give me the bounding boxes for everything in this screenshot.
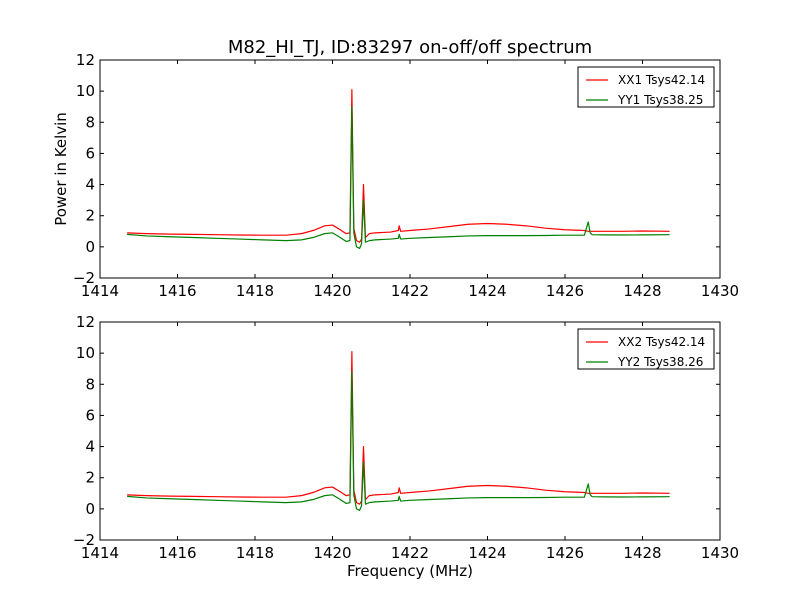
y-tick-label: 10 [76, 82, 95, 100]
x-tick-label: 1424 [468, 544, 506, 562]
y-tick-label: −2 [73, 269, 95, 287]
x-tick-label: 1430 [701, 282, 739, 300]
x-tick-label: 1428 [623, 544, 661, 562]
y-tick-label: 10 [76, 344, 95, 362]
y-tick-label: 2 [85, 469, 95, 487]
series-line-xx [127, 88, 670, 243]
x-tick-label: 1428 [623, 282, 661, 300]
y-tick-label: 6 [85, 144, 95, 162]
y-tick-label: 12 [76, 313, 95, 331]
x-tick-label: 1426 [546, 544, 584, 562]
y-axis-label: Power in Kelvin [52, 112, 70, 226]
x-tick-label: 1418 [236, 282, 274, 300]
series-line-xx [127, 350, 670, 505]
y-tick-label: 6 [85, 406, 95, 424]
y-tick-label: 0 [85, 500, 95, 518]
x-tick-label: 1420 [313, 282, 351, 300]
x-tick-label: 1414 [81, 282, 119, 300]
y-tick-label: 4 [85, 438, 95, 456]
x-tick-label: 1416 [158, 544, 196, 562]
series-line-yy [127, 371, 670, 512]
x-tick-label: 1416 [158, 282, 196, 300]
legend-label: YY2 Tsys38.26 [617, 355, 703, 369]
y-tick-label: 12 [76, 51, 95, 69]
bottom-panel: 1414 1416 1418 1420 1422 1424 1426 1428 1430 −2 0 2… [73, 313, 739, 562]
legend-label: YY1 Tsys38.25 [617, 93, 703, 107]
x-tick-label: 1424 [468, 282, 506, 300]
x-tick-label: 1430 [701, 544, 739, 562]
y-tick-label: 0 [85, 238, 95, 256]
x-tick-label: 1418 [236, 544, 274, 562]
top-panel: 1414 1416 1418 1420 1422 1424 1426 1428 1430 −2 0 2… [73, 51, 739, 300]
chart-title: M82_HI_TJ, ID:83297 on-off/off spectrum [228, 37, 592, 58]
x-tick-label: 1426 [546, 282, 584, 300]
legend: XX2 Tsys42.14 YY2 Tsys38.26 [577, 328, 715, 370]
legend: XX1 Tsys42.14 YY1 Tsys38.25 [577, 66, 715, 108]
y-tick-label: −2 [73, 531, 95, 549]
legend-label: XX1 Tsys42.14 [618, 73, 705, 87]
x-tick-label: 1414 [81, 544, 119, 562]
series-line-yy [127, 106, 670, 250]
y-tick-label: 2 [85, 207, 95, 225]
legend-label: XX2 Tsys42.14 [618, 335, 705, 349]
x-tick-label: 1422 [391, 544, 429, 562]
y-tick-label: 4 [85, 176, 95, 194]
x-tick-label: 1422 [391, 282, 429, 300]
x-tick-label: 1420 [313, 544, 351, 562]
y-tick-label: 8 [85, 113, 95, 131]
y-tick-label: 8 [85, 375, 95, 393]
x-axis-label: Frequency (MHz) [347, 562, 473, 580]
